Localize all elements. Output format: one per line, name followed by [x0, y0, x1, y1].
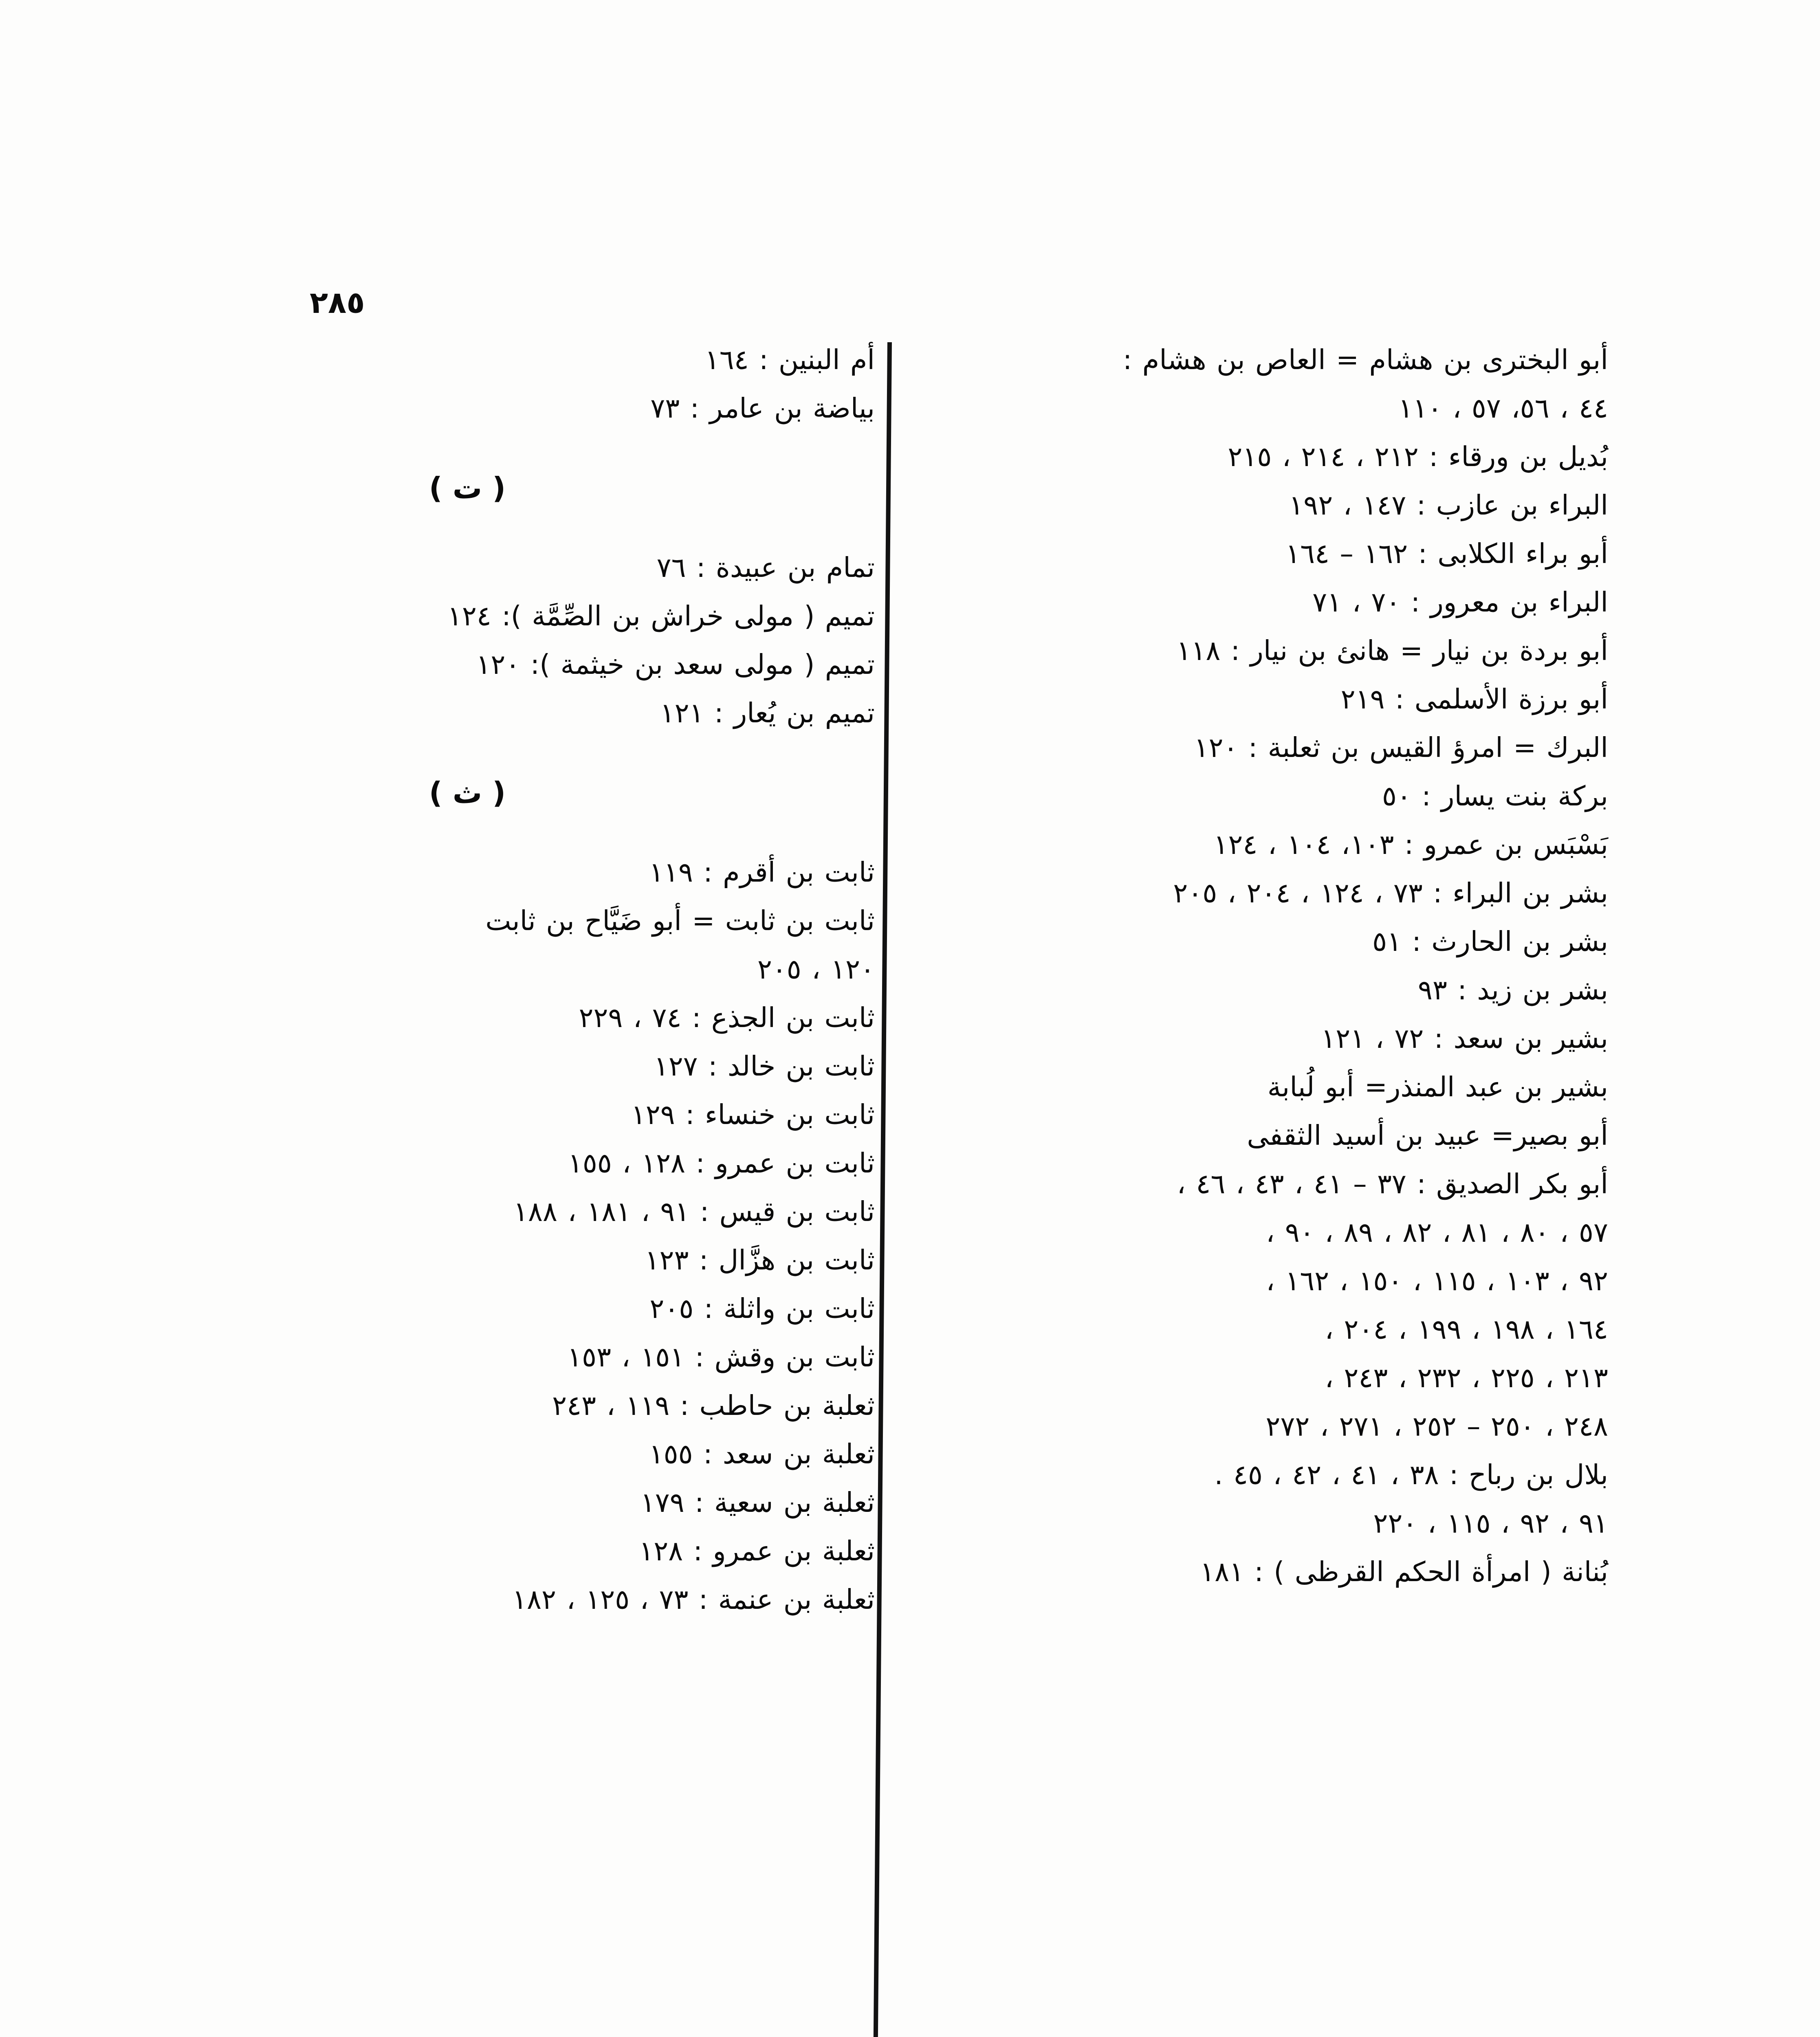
column-divider-rule: [872, 342, 892, 2037]
index-entry: ثابت بن الجذع : ٧٤ ، ٢٢٩: [579, 1002, 875, 1034]
index-entry: ثابت بن قيس : ٩١ ، ١٨١ ، ١٨٨: [513, 1196, 875, 1227]
index-entry-continuation: ٤٤ ، ٥٦، ٥٧ ، ١١٠: [1398, 392, 1608, 424]
index-entry: ثابت بن أقرم : ١١٩: [649, 856, 875, 888]
index-entry: بَسْبَس بن عمرو : ١٠٣، ١٠٤ ، ١٢٤: [1213, 829, 1608, 860]
index-entry: بُديل بن ورقاء : ٢١٢ ، ٢١٤ ، ٢١٥: [1228, 441, 1608, 473]
index-entry-continuation: ٢٤٨ ، ٢٥٠ – ٢٥٢ ، ٢٧١ ، ٢٧٢: [1265, 1410, 1608, 1442]
index-entry: ثابت بن عمرو : ١٢٨ ، ١٥٥: [568, 1147, 875, 1179]
index-entry-continuation: ١٦٤ ، ١٩٨ ، ١٩٩ ، ٢٠٤ ،: [1325, 1313, 1609, 1345]
index-column-second: أم البنين : ١٦٤ بياضة بن عامر : ٧٣ ( ت ) …: [215, 346, 875, 1634]
section-heading-tha: ( ث ): [429, 776, 506, 810]
index-entry: بشر بن زيد : ٩٣: [1418, 974, 1608, 1006]
index-entry: ثابت بن خالد : ١٢٧: [654, 1050, 875, 1082]
index-entry: تميم ( مولى سعد بن خيثمة ): ١٢٠: [476, 649, 875, 680]
index-entry-continuation: ٢١٣ ، ٢٢٥ ، ٢٣٢ ، ٢٤٣ ،: [1325, 1362, 1609, 1394]
index-entry: بركة بنت يسار : ٥٠: [1382, 780, 1608, 812]
index-entry: ثعلبة بن حاطب : ١١٩ ، ٢٤٣: [552, 1390, 875, 1421]
index-entry: البرك = امرؤ القيس بن ثعلبة : ١٢٠: [1194, 732, 1608, 763]
index-entry: أبو براء الكلابى : ١٦٢ – ١٦٤: [1285, 538, 1608, 570]
page-folio: ٢٨٥: [310, 285, 365, 320]
index-entry: تميم بن يُعار : ١٢١: [660, 697, 875, 729]
index-entry: ثعلبة بن سعية : ١٧٩: [640, 1487, 875, 1518]
index-entry: ثابت بن وقش : ١٥١ ، ١٥٣: [567, 1341, 875, 1373]
index-entry: ثابت بن هزَّال : ١٢٣: [645, 1244, 875, 1276]
index-entry: ثابت بن ثابت = أبو ضَيَّاح بن ثابت: [485, 905, 875, 937]
index-entry: أبو البخترى بن هشام = العاص بن هشام :: [1122, 344, 1608, 376]
index-entry: ثعلبة بن عمرو : ١٢٨: [639, 1535, 875, 1567]
index-entry: أم البنين : ١٦٤: [704, 344, 875, 376]
section-heading-ta: ( ت ): [429, 471, 506, 505]
index-entry: ثعلبة بن عنمة : ٧٣ ، ١٢٥ ، ١٨٢: [512, 1584, 875, 1615]
index-entry: بشير بن عبد المنذر= أبو لُبابة: [1267, 1071, 1608, 1103]
index-entry: أبو بصير= عبيد بن أسيد الثقفى: [1247, 1120, 1608, 1151]
index-entry: أبو بكر الصديق : ٣٧ – ٤١ ، ٤٣ ، ٤٦ ،: [1177, 1168, 1608, 1200]
index-entry: بلال بن رباح : ٣٨ ، ٤١ ، ٤٢ ، ٤٥ .: [1214, 1459, 1608, 1491]
index-entry: بشير بن سعد : ٧٢ ، ١٢١: [1321, 1023, 1608, 1054]
index-entry: البراء بن عازب : ١٤٧ ، ١٩٢: [1289, 489, 1608, 521]
index-entry-continuation: ٩٢ ، ١٠٣ ، ١١٥ ، ١٥٠ ، ١٦٢ ،: [1266, 1265, 1608, 1297]
index-entry-continuation: ٥٧ ، ٨٠ ، ٨١ ، ٨٢ ، ٨٩ ، ٩٠ ،: [1266, 1216, 1608, 1248]
index-entry: ثابت بن واثلة : ٢٠٥: [649, 1293, 875, 1324]
index-entry: تمام بن عبيدة : ٧٦: [656, 552, 875, 583]
index-entry: بشر بن الحارث : ٥١: [1372, 926, 1608, 957]
index-entry: بياضة بن عامر : ٧٣: [650, 392, 875, 424]
index-entry: ثعلبة بن سعد : ١٥٥: [649, 1438, 875, 1470]
index-entry: بشر بن البراء : ٧٣ ، ١٢٤ ، ٢٠٤ ، ٢٠٥: [1173, 877, 1608, 909]
index-entry: بُنانة ( امرأة الحكم القرظى ) : ١٨١: [1200, 1556, 1608, 1588]
index-entry-continuation: ٩١ ، ٩٢ ، ١١٥ ، ٢٢٠: [1373, 1507, 1608, 1539]
index-entry: البراء بن معرور : ٧٠ ، ٧١: [1312, 586, 1608, 618]
index-entry: ثابت بن خنساء : ١٢٩: [631, 1099, 875, 1131]
index-entry: تميم ( مولى خراش بن الصِّمَّة ): ١٢٤: [447, 600, 875, 632]
index-entry: أبو برزة الأسلمى : ٢١٩: [1340, 683, 1608, 715]
index-entry-continuation: ١٢٠ ، ٢٠٥: [757, 953, 875, 985]
index-entry: أبو بردة بن نيار = هانئ بن نيار : ١١٨: [1176, 635, 1608, 667]
index-column-first: أبو البخترى بن هشام = العاص بن هشام : ٤٤ …: [916, 346, 1608, 1607]
